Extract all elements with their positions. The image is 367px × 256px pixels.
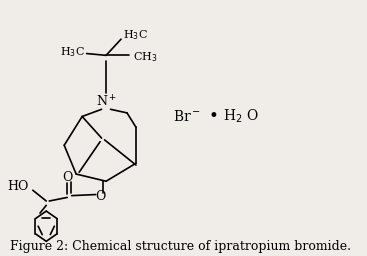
Text: H$_2$ O: H$_2$ O <box>223 108 258 125</box>
Text: Br$^-$: Br$^-$ <box>173 109 201 124</box>
Text: N$^+$: N$^+$ <box>95 94 117 110</box>
Text: H$_3$C: H$_3$C <box>60 45 85 59</box>
Text: CH$_3$: CH$_3$ <box>133 50 157 64</box>
Text: O: O <box>95 190 105 203</box>
Text: H$_3$C: H$_3$C <box>123 29 148 42</box>
Text: O: O <box>62 171 72 184</box>
Text: HO: HO <box>7 180 29 193</box>
Text: Figure 2: Chemical structure of ipratropium bromide.: Figure 2: Chemical structure of ipratrop… <box>10 240 351 253</box>
Text: •: • <box>209 108 219 125</box>
